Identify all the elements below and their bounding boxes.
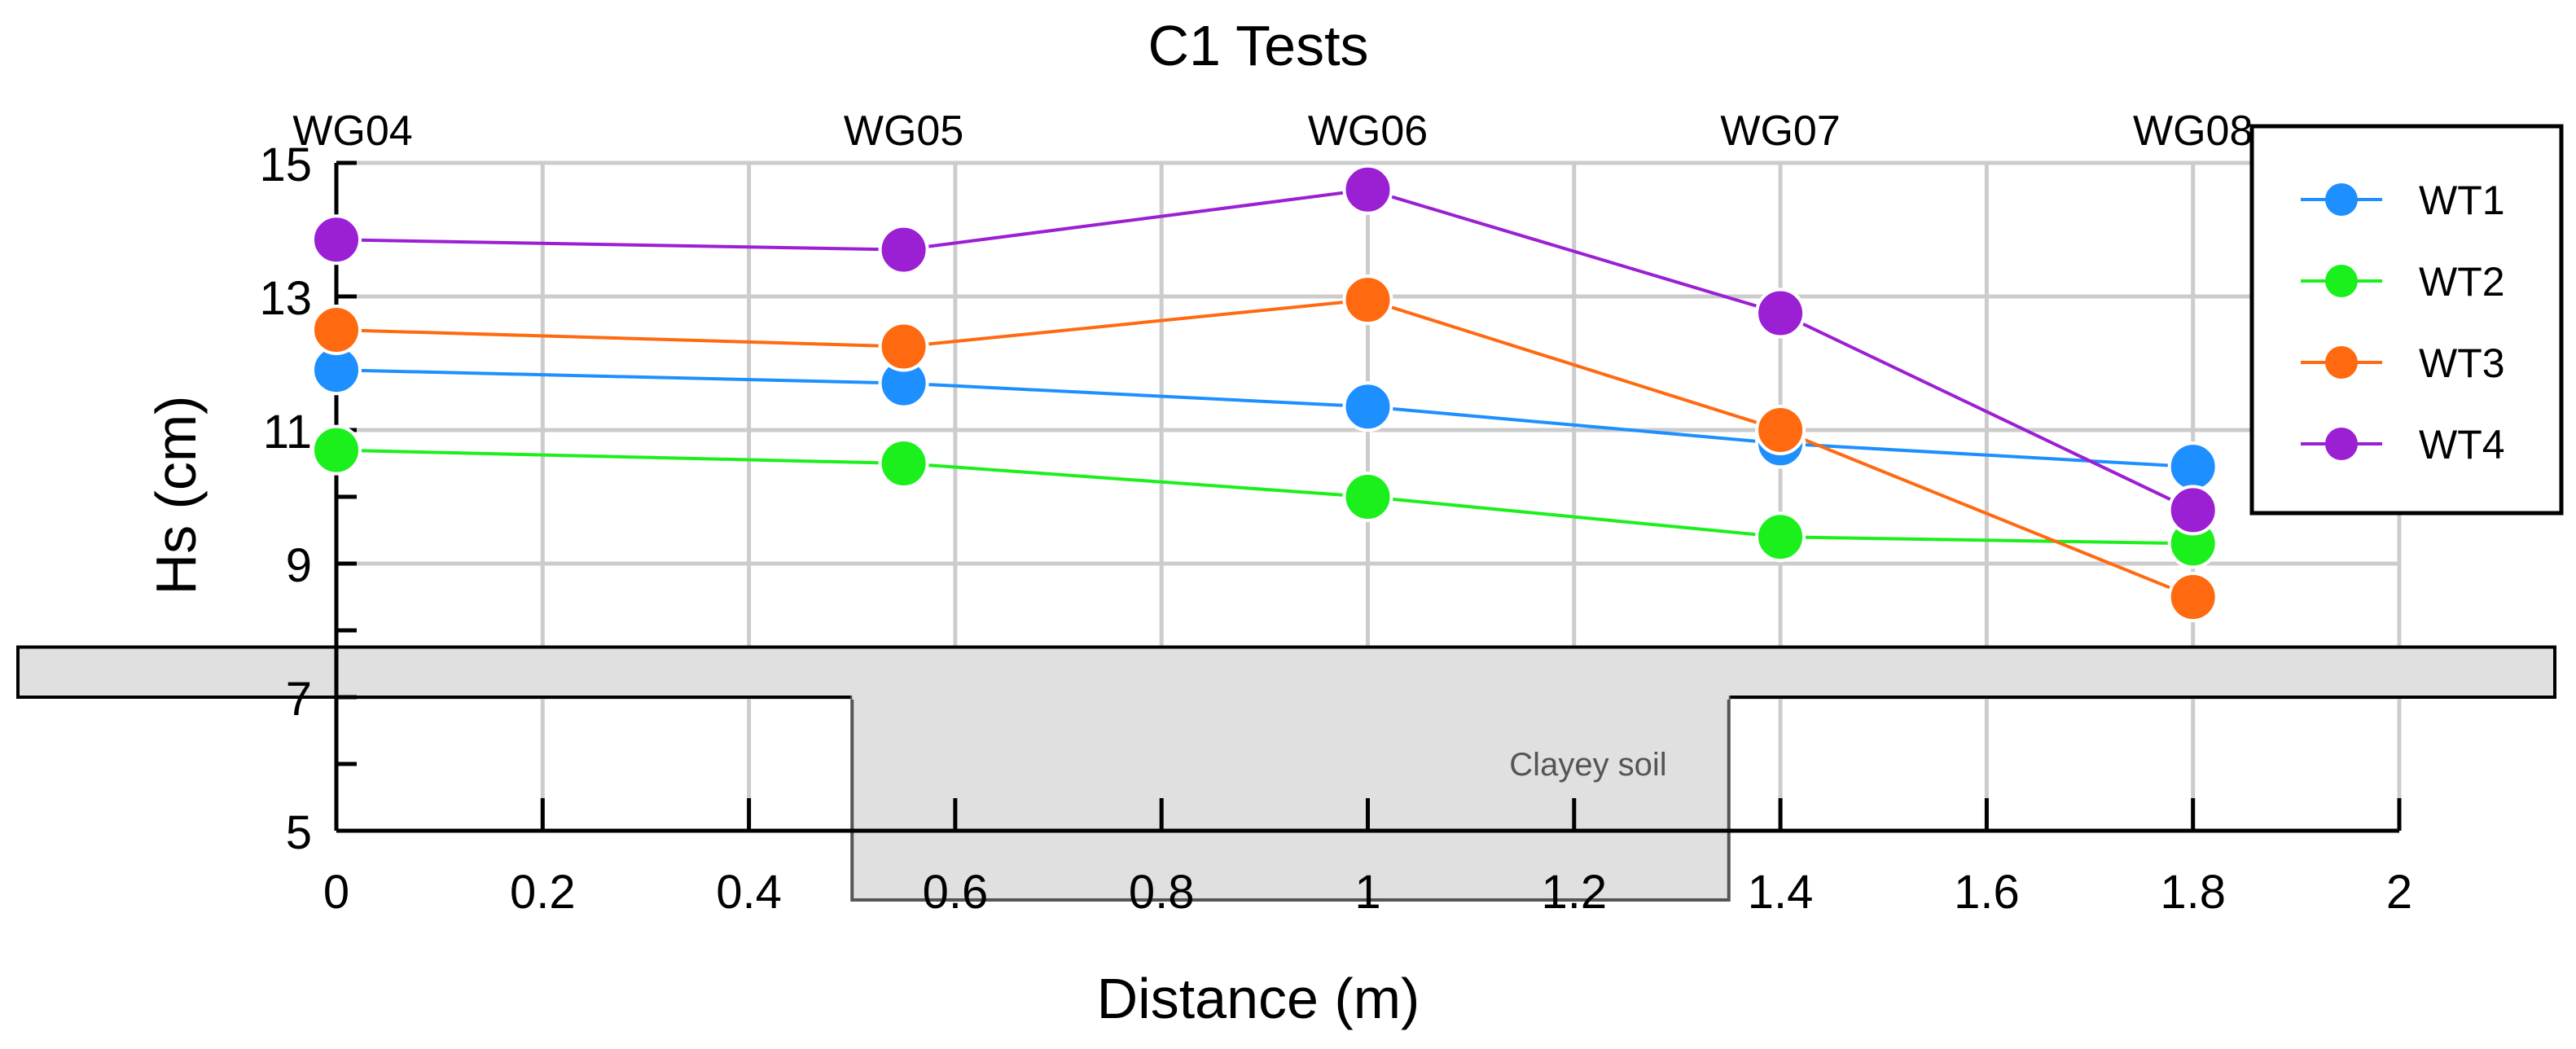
data-point-wt4 [878, 224, 929, 275]
data-point-wt1 [2167, 441, 2218, 493]
gauge-label: WG05 [844, 108, 963, 155]
y-tick-label: 9 [286, 539, 312, 592]
data-point-wt4 [1755, 287, 1806, 339]
data-point-wt3 [1342, 274, 1393, 326]
chart-title: C1 Tests [1148, 14, 1368, 77]
axes: 0 0.2 0.4 0.6 0.8 1 1.2 1.4 1.6 1.8 2 5 7 9 11 13 15WG04… [259, 108, 2412, 919]
legend-marker-wt4 [2325, 428, 2358, 460]
series-line-wt4 [336, 187, 2194, 512]
gauge-label: WG06 [1308, 108, 1428, 155]
series-line-wt2 [336, 448, 2193, 546]
y-tick-label: 13 [259, 272, 312, 325]
y-tick-label: 15 [259, 138, 312, 191]
x-tick-label: 0.4 [716, 866, 782, 919]
data-point-wt2 [878, 438, 929, 489]
clayey-soil-label: Clayey soil [1509, 747, 1666, 783]
x-tick-label: 0.2 [510, 866, 576, 919]
legend-label-wt1: WT1 [2419, 178, 2505, 223]
data-point-wt3 [311, 305, 362, 355]
x-tick-label: 1.6 [1954, 866, 2020, 919]
x-tick-label: 2 [2386, 866, 2412, 919]
legend: WT1 WT2 WT3 WT4 [2249, 124, 2564, 516]
gauge-label: WG07 [1720, 108, 1840, 155]
legend-label-wt4: WT4 [2419, 422, 2505, 467]
gauge-label: WG04 [292, 108, 412, 155]
y-tick-label: 5 [286, 806, 312, 859]
data-series [311, 164, 2218, 622]
y-tick-label: 7 [286, 673, 312, 726]
x-tick-label: 1.8 [2160, 866, 2226, 919]
x-tick-label: 1 [1354, 866, 1380, 919]
data-point-wt2 [1342, 472, 1393, 522]
data-point-wt4 [311, 214, 362, 266]
clayey-soil-trench [850, 696, 1731, 902]
series-line-wt3 [336, 298, 2194, 599]
legend-marker-wt3 [2325, 346, 2358, 379]
x-tick-label: 0.6 [923, 866, 989, 919]
data-point-wt2 [1755, 511, 1806, 563]
legend-label-wt3: WT3 [2419, 340, 2505, 386]
x-tick-label: 0.8 [1129, 866, 1195, 919]
legend-marker-wt1 [2325, 183, 2358, 216]
y-axis-label: Hs (cm) [144, 396, 208, 595]
series-line-wt1 [336, 368, 2193, 469]
data-point-wt4 [1342, 164, 1393, 215]
x-axis-label: Distance (m) [1097, 967, 1420, 1030]
legend-label-wt2: WT2 [2419, 259, 2505, 305]
data-point-wt1 [1342, 381, 1393, 432]
legend-box [2249, 124, 2564, 516]
x-tick-label: 1.4 [1748, 866, 1814, 919]
soil-layer-diagram [16, 645, 2556, 902]
data-point-wt4 [2167, 485, 2218, 536]
gauge-label: WG08 [2133, 108, 2253, 155]
data-point-wt2 [311, 424, 362, 476]
x-tick-label: 0 [323, 866, 349, 919]
legend-marker-wt2 [2325, 265, 2358, 297]
data-point-wt3 [878, 321, 929, 372]
x-tick-label: 1.2 [1541, 866, 1607, 919]
data-point-wt3 [2167, 572, 2218, 622]
y-tick-label: 11 [263, 406, 312, 459]
data-point-wt3 [1755, 405, 1806, 455]
sand-layer [16, 645, 2556, 699]
